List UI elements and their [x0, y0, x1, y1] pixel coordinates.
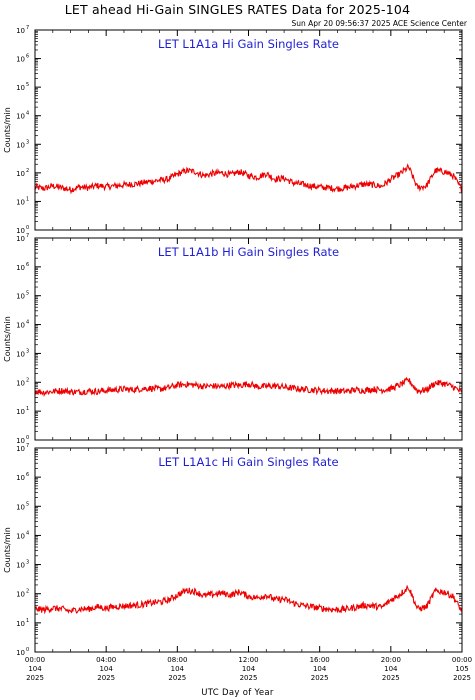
y-tick-label: 10 [16, 264, 25, 272]
y-tick-exponent: 7 [26, 443, 29, 449]
x-tick-label: 2025 [382, 674, 400, 682]
y-tick-exponent: 1 [26, 196, 29, 202]
y-tick-label: 10 [16, 503, 25, 511]
x-tick-label: 08:00 [167, 656, 187, 664]
y-tick-label: 10 [16, 27, 25, 35]
x-tick-label: 04:00 [96, 656, 116, 664]
x-tick-label: 104 [99, 665, 113, 673]
y-axis-label: Counts/min [3, 316, 12, 362]
x-tick-label: 20:00 [381, 656, 401, 664]
chart-panel-1: LET L1A1a Hi Gain Singles Rate Counts/min… [3, 25, 463, 235]
y-tick-exponent: 5 [26, 82, 29, 88]
y-tick-label: 10 [16, 322, 25, 330]
y-tick-exponent: 0 [26, 647, 29, 653]
y-tick-exponent: 2 [26, 589, 29, 595]
x-tick-label: 00:00 [452, 656, 472, 664]
x-tick-label: 104 [384, 665, 398, 673]
plot-frame [34, 237, 463, 441]
y-tick-label: 10 [16, 350, 25, 358]
y-tick-label: 10 [16, 408, 25, 416]
y-tick-label: 10 [16, 649, 25, 657]
x-tick-label: 2025 [311, 674, 329, 682]
panel-title: LET L1A1c Hi Gain Singles Rate [158, 455, 338, 469]
y-tick-label: 10 [16, 113, 25, 121]
y-tick-exponent: 0 [26, 225, 29, 231]
y-tick-exponent: 7 [26, 233, 29, 239]
y-tick-label: 10 [16, 198, 25, 206]
y-tick-label: 10 [16, 170, 25, 178]
y-tick-exponent: 3 [26, 560, 29, 566]
plot-frame [34, 29, 463, 231]
panel-title: LET L1A1a Hi Gain Singles Rate [158, 37, 339, 51]
singles-rate-line [34, 163, 463, 195]
y-tick-label: 10 [16, 227, 25, 235]
y-tick-exponent: 4 [26, 111, 29, 117]
y-tick-label: 10 [16, 532, 25, 540]
x-tick-label: 105 [455, 665, 468, 673]
x-tick-label: 12:00 [238, 656, 258, 664]
x-axis-title: UTC Day of Year [201, 688, 274, 698]
y-tick-exponent: 4 [26, 320, 29, 326]
y-axis-label: Counts/min [3, 107, 12, 153]
y-tick-label: 10 [16, 141, 25, 149]
y-tick-label: 10 [16, 474, 25, 482]
chart-panel-3: LET L1A1c Hi Gain Singles Rate Counts/min… [3, 443, 472, 682]
y-tick-exponent: 1 [26, 406, 29, 412]
chart-panel-2: LET L1A1b Hi Gain Singles Rate Counts/min… [3, 233, 463, 445]
y-tick-label: 10 [16, 562, 25, 570]
singles-rate-line [35, 376, 463, 398]
y-tick-label: 10 [16, 56, 25, 64]
y-tick-exponent: 4 [26, 530, 29, 536]
x-tick-label: 104 [171, 665, 185, 673]
y-tick-label: 10 [16, 445, 25, 453]
x-tick-label: 104 [313, 665, 327, 673]
y-tick-exponent: 6 [26, 262, 29, 268]
y-tick-exponent: 5 [26, 501, 29, 507]
y-tick-label: 10 [16, 379, 25, 387]
y-tick-label: 10 [16, 620, 25, 628]
x-tick-label: 16:00 [310, 656, 330, 664]
plot-frame [34, 447, 463, 653]
y-tick-label: 10 [16, 235, 25, 243]
y-tick-label: 10 [16, 437, 25, 445]
y-axis-label: Counts/min [3, 527, 12, 573]
x-tick-label: 2025 [240, 674, 258, 682]
x-tick-label: 2025 [168, 674, 186, 682]
y-tick-label: 10 [16, 293, 25, 301]
y-tick-exponent: 3 [26, 139, 29, 145]
x-tick-label: 104 [242, 665, 256, 673]
y-tick-exponent: 2 [26, 168, 29, 174]
singles-rate-line [34, 584, 463, 615]
panel-title: LET L1A1b Hi Gain Singles Rate [158, 245, 339, 259]
y-tick-exponent: 2 [26, 377, 29, 383]
x-tick-label: 2025 [97, 674, 115, 682]
x-tick-label: 2025 [26, 674, 44, 682]
y-tick-exponent: 0 [26, 435, 29, 441]
y-tick-exponent: 7 [26, 25, 29, 31]
x-tick-label: 104 [28, 665, 42, 673]
y-tick-label: 10 [16, 591, 25, 599]
y-tick-exponent: 6 [26, 54, 29, 60]
y-tick-exponent: 1 [26, 618, 29, 624]
y-tick-exponent: 6 [26, 472, 29, 478]
x-tick-label: 2025 [453, 674, 471, 682]
chart-main-title: LET ahead Hi-Gain SINGLES RATES Data for… [64, 2, 411, 17]
generation-timestamp: Sun Apr 20 09:56:37 2025 ACE Science Cen… [291, 19, 467, 28]
y-tick-exponent: 3 [26, 348, 29, 354]
y-tick-exponent: 5 [26, 291, 29, 297]
y-tick-label: 10 [16, 84, 25, 92]
x-tick-label: 00:00 [25, 656, 45, 664]
